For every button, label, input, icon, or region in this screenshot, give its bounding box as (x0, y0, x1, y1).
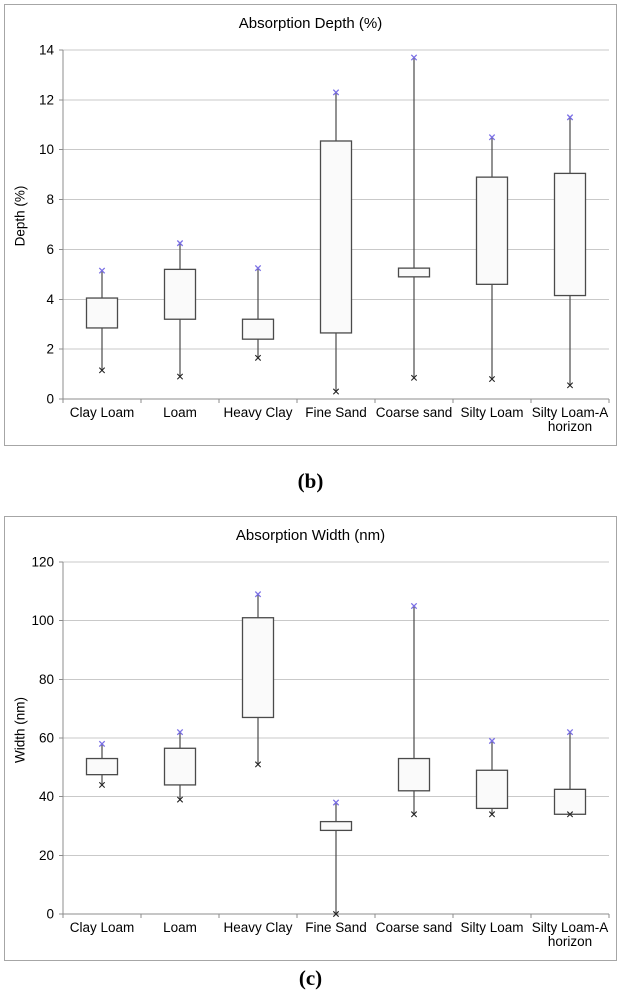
y-tick-label: 4 (46, 292, 54, 307)
iqr-box (241, 318, 275, 340)
box-whisker (85, 740, 119, 789)
y-tick-label: 120 (31, 555, 54, 570)
y-tick-label: 0 (46, 392, 54, 407)
iqr-box (319, 820, 353, 832)
iqr-box (553, 172, 587, 297)
min-x-marker (254, 761, 262, 768)
chart-panel-absorption-width: Absorption Width (nm) Width (nm) 0 20 40 60… (4, 516, 617, 961)
boxplot-svg-width: 0 20 40 60 80 100 120 Clay Loam Loam Heavy Clay Fi… (31, 555, 610, 949)
box-whisker (85, 267, 119, 374)
box-whisker (475, 134, 509, 383)
iqr-box (475, 176, 509, 285)
iqr-box (397, 757, 431, 792)
x-category-label: Loam (163, 405, 197, 420)
max-x-marker (566, 728, 574, 736)
y-tick-label: 8 (46, 192, 54, 207)
x-category-label: Loam (163, 920, 197, 935)
max-x-marker (176, 728, 184, 736)
x-category-label: Clay Loam (70, 405, 135, 420)
min-x-marker (98, 367, 106, 374)
y-tick-label: 12 (39, 92, 54, 107)
iqr-box (85, 757, 119, 776)
x-category-label: Coarse sand (376, 920, 453, 935)
y-tick-label: 10 (39, 142, 54, 157)
box-whisker (553, 728, 587, 818)
min-x-marker (410, 811, 418, 818)
max-x-marker (488, 737, 496, 745)
min-x-marker (566, 811, 574, 818)
min-x-marker (488, 375, 496, 383)
box-whisker (241, 264, 275, 361)
iqr-box (241, 617, 275, 719)
min-x-marker (410, 374, 418, 381)
iqr-box (319, 140, 353, 334)
x-category-label: Coarse sand (376, 405, 453, 420)
max-x-marker (566, 114, 574, 121)
box-whisker (319, 799, 353, 918)
y-tick-label: 2 (46, 342, 54, 357)
y-tick-label: 100 (31, 613, 54, 628)
y-tick-label: 14 (39, 43, 55, 58)
min-x-marker (332, 910, 340, 918)
x-category-label: Silty Loam-A horizon (532, 920, 609, 949)
chart-title-width: Absorption Width (nm) (235, 527, 386, 544)
x-category-label: Silty Loam (460, 920, 523, 935)
x-category-label: Fine Sand (305, 405, 367, 420)
chart-title-depth: Absorption Depth (%) (238, 15, 383, 32)
x-category-label: Silty Loam (460, 405, 523, 420)
min-x-marker (566, 382, 574, 389)
x-category-label: Heavy Clay (223, 405, 292, 420)
box-whisker (163, 240, 197, 380)
min-x-marker (176, 796, 184, 803)
iqr-box (85, 297, 119, 329)
x-category-label: Heavy Clay (223, 920, 292, 935)
max-x-marker (488, 134, 496, 141)
box-whisker (397, 602, 431, 818)
min-x-marker (98, 781, 106, 789)
x-category-label: Clay Loam (70, 920, 135, 935)
max-x-marker (254, 264, 262, 272)
iqr-box (163, 747, 197, 786)
y-tick-label: 20 (39, 848, 54, 863)
max-x-marker (176, 240, 184, 247)
figure-caption-b: (b) (297, 469, 324, 493)
max-x-marker (410, 602, 418, 610)
box-whisker (475, 737, 509, 818)
chart-panel-absorption-depth: Absorption Depth (%) Depth (%) 0 2 4 6 8 10 12… (4, 4, 617, 446)
min-x-marker (488, 811, 496, 818)
box-whisker (163, 728, 197, 803)
min-x-marker (332, 388, 340, 395)
iqr-box (475, 769, 509, 810)
y-tick-label: 60 (39, 731, 54, 746)
x-category-label: Fine Sand (305, 920, 367, 935)
max-x-marker (332, 799, 340, 806)
min-x-marker (254, 354, 262, 361)
min-x-marker (176, 373, 184, 380)
max-x-marker (410, 54, 418, 61)
box-whisker (397, 54, 431, 381)
y-tick-label: 6 (46, 242, 54, 257)
figure-caption-c: (c) (298, 966, 323, 990)
max-x-marker (98, 740, 106, 748)
y-tick-label: 0 (46, 907, 54, 922)
iqr-box (553, 788, 587, 815)
max-x-marker (332, 89, 340, 96)
max-x-marker (254, 591, 262, 598)
y-tick-label: 80 (39, 672, 54, 687)
iqr-box (163, 268, 197, 320)
max-x-marker (98, 267, 106, 274)
y-tick-label: 40 (39, 789, 54, 804)
box-whisker (553, 114, 587, 389)
boxplot-svg-depth: 0 2 4 6 8 10 12 14 Clay Loam Loam Heavy Clay Fine S… (39, 43, 610, 434)
box-whisker (241, 591, 275, 768)
x-category-label: Silty Loam-A horizon (532, 405, 609, 434)
iqr-box (397, 267, 431, 278)
box-whisker (319, 89, 353, 395)
